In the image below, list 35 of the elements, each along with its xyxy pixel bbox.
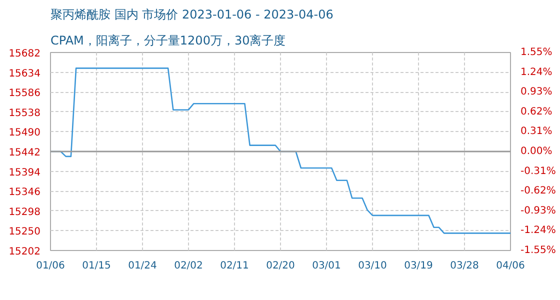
x-tick-label: 03/19 (404, 260, 433, 272)
x-tick-label: 02/02 (174, 260, 203, 272)
x-tick-label: 03/10 (358, 260, 387, 272)
x-tick-label: 02/20 (266, 260, 295, 272)
x-tick-label: 03/01 (312, 260, 341, 272)
y-tick-label: 15586 (8, 88, 40, 100)
y2-tick-label: -0.93% (520, 205, 556, 216)
y-tick-label: 15394 (8, 167, 40, 178)
x-tick-label: 01/15 (82, 260, 111, 272)
y2-tick-label: 0.93% (520, 86, 552, 98)
y2-tick-label: 0.62% (520, 106, 552, 118)
y2-tick-label: -0.62% (520, 186, 556, 197)
x-tick-label: 04/06 (496, 260, 525, 272)
y-tick-label: 15442 (8, 148, 40, 158)
y2-tick-label: 0.31% (520, 126, 552, 138)
y-tick-label: 15682 (8, 48, 40, 60)
y2-tick-label: 1.55% (520, 47, 552, 58)
y-tick-label: 15250 (8, 226, 40, 238)
y-tick-label: 15538 (8, 108, 40, 119)
y-tick-label: 15346 (8, 187, 40, 198)
chart-subtitle: CPAM，阳离子，分子量1200万，30离子度 (50, 34, 286, 48)
y-tick-label: 15202 (8, 246, 40, 258)
y2-tick-label: -0.31% (520, 166, 556, 177)
chart-title: 聚丙烯酰胺 国内 市场价 2023-01-06 - 2023-04-06 (50, 8, 334, 22)
x-tick-label: 03/28 (450, 260, 479, 272)
y2-tick-label: -1.55% (520, 245, 556, 256)
y-tick-label: 15298 (8, 206, 40, 218)
y2-tick-label: 1.24% (520, 66, 552, 78)
y2-tick-label: 0.00% (520, 146, 552, 157)
y2-tick-label: -1.24% (520, 225, 556, 236)
x-tick-label: 01/06 (36, 260, 65, 272)
x-tick-label: 01/24 (128, 260, 157, 272)
y-tick-label: 15490 (8, 128, 40, 139)
y-tick-label: 15634 (8, 68, 40, 80)
x-tick-label: 02/11 (220, 260, 249, 272)
